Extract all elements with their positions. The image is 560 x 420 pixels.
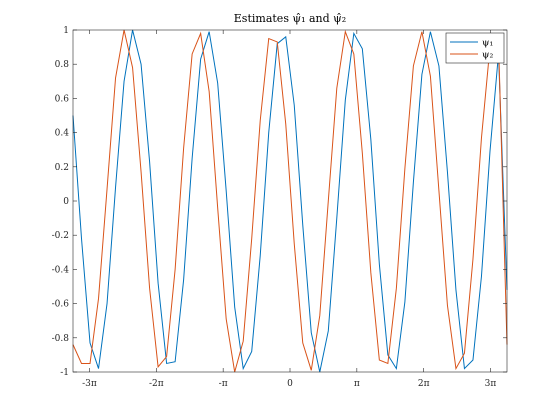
legend-label-2: ψ₂ (482, 50, 493, 61)
y-tick-label: -0.2 (52, 231, 69, 241)
y-tick-label: -1 (60, 368, 69, 378)
y-tick-label: 0 (63, 197, 69, 207)
y-tick-label: 0.6 (55, 94, 70, 104)
y-tick-label: -0.8 (52, 334, 70, 344)
plot-area (72, 29, 508, 373)
axes-box (72, 29, 508, 373)
y-tick-label: -0.6 (52, 300, 70, 310)
x-tick-label: π (354, 379, 360, 389)
y-tick-label: 1 (63, 26, 69, 36)
series-line-1 (72, 29, 508, 373)
y-tick-label: -0.4 (52, 265, 70, 275)
x-tick-label: -π (219, 379, 228, 389)
x-tick-label: -2π (149, 379, 164, 389)
x-tick-label: 3π (485, 379, 497, 389)
y-tick-label: 0.8 (55, 60, 70, 70)
chart-title: Estimates ψ̂₁ and ψ̂₂ (234, 12, 346, 25)
y-tick-label: 0.4 (55, 129, 70, 139)
x-tick-label: 0 (287, 379, 293, 389)
legend-box (445, 32, 505, 64)
y-tick-label: 0.2 (55, 163, 69, 173)
x-tick-label: -3π (82, 379, 97, 389)
axes: -3π -2π -π 0 π 2π 3π 1 0.8 0.6 0.4 0.2 0 -0.2 -0.4 -0.6… (52, 26, 508, 389)
legend-label-1: ψ₁ (482, 38, 493, 49)
series-line-2 (72, 29, 508, 373)
x-tick-label: 2π (418, 379, 430, 389)
